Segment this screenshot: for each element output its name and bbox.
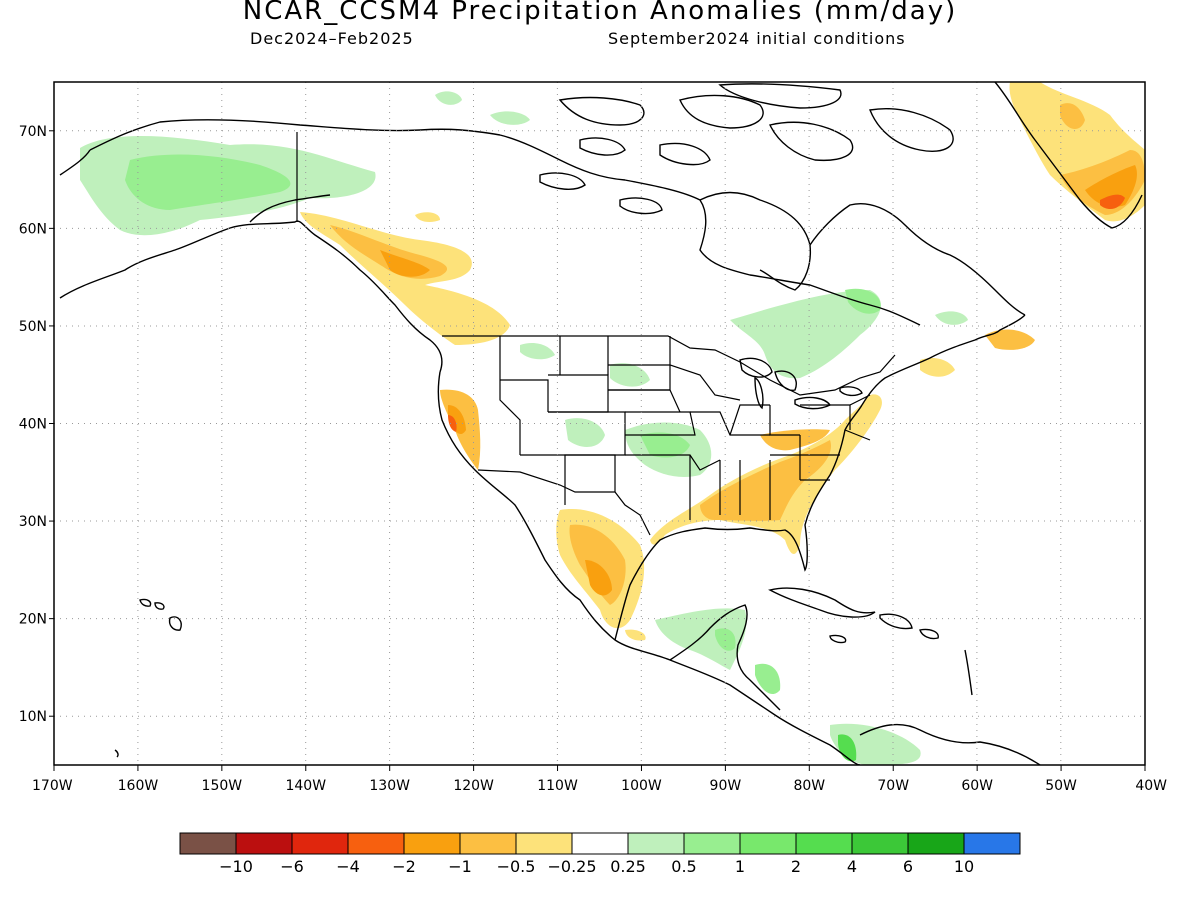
lon-tick-label: 70W bbox=[877, 778, 909, 794]
lon-tick-label: 110W bbox=[537, 778, 578, 794]
legend-swatch bbox=[515, 832, 573, 855]
legend-swatch bbox=[571, 832, 629, 855]
latitude-axis: 10N 20N 30N 40N 50N 60N 70N bbox=[19, 124, 54, 725]
lat-tick-label: 50N bbox=[19, 319, 47, 335]
legend-value-label: 1 bbox=[735, 857, 745, 876]
lon-tick-label: 80W bbox=[793, 778, 825, 794]
legend-value-label: −0.25 bbox=[547, 857, 596, 876]
legend-value-label: 6 bbox=[903, 857, 913, 876]
legend-swatch bbox=[907, 832, 965, 855]
legend-value-label: 2 bbox=[791, 857, 801, 876]
legend-color-boxes bbox=[179, 832, 1021, 855]
legend-value-label: −1 bbox=[448, 857, 472, 876]
longitude-axis: 170W 160W 150W 140W 130W 120W 110W 100W 90W 80W 70… bbox=[32, 765, 1167, 794]
legend-value-label: −10 bbox=[219, 857, 253, 876]
gulf-coastline bbox=[614, 404, 863, 641]
legend-swatch bbox=[963, 832, 1021, 855]
yucatan-coast bbox=[669, 604, 781, 711]
legend-value-label: 0.25 bbox=[610, 857, 646, 876]
legend-swatch bbox=[235, 832, 293, 855]
legend-value-label: −2 bbox=[392, 857, 416, 876]
legend-value-label: 10 bbox=[954, 857, 974, 876]
alaska-wet-core bbox=[125, 154, 291, 210]
color-legend: −10 −6 −4 −2 −1 −0.5 −0.25 0.25 0.5 1 2 4 6 10 bbox=[179, 832, 1021, 876]
legend-swatch bbox=[403, 832, 461, 855]
legend-swatch bbox=[795, 832, 853, 855]
lon-tick-label: 140W bbox=[285, 778, 326, 794]
precipitation-anomaly-map: 170W 160W 150W 140W 130W 120W 110W 100W 90W 80W 70… bbox=[19, 81, 1167, 794]
coastlines bbox=[59, 82, 1143, 765]
lon-tick-label: 50W bbox=[1045, 778, 1077, 794]
lat-tick-label: 20N bbox=[19, 612, 47, 628]
legend-value-label: 0.5 bbox=[671, 857, 696, 876]
lon-tick-label: 170W bbox=[32, 778, 73, 794]
legend-swatch bbox=[291, 832, 349, 855]
lon-tick-label: 150W bbox=[202, 778, 243, 794]
lon-tick-label: 160W bbox=[118, 778, 159, 794]
initial-conditions: September2024 initial conditions bbox=[608, 29, 906, 48]
legend-swatch bbox=[347, 832, 405, 855]
map-title: NCAR_CCSM4 Precipitation Anomalies (mm/d… bbox=[242, 0, 958, 26]
legend-value-label: −4 bbox=[336, 857, 360, 876]
greenland-coastline bbox=[994, 82, 1143, 229]
political-borders bbox=[296, 132, 896, 536]
legend-value-label: 4 bbox=[847, 857, 857, 876]
alaska-coastline bbox=[59, 220, 443, 373]
lon-tick-label: 40W bbox=[1135, 778, 1167, 794]
legend-swatch bbox=[851, 832, 909, 855]
legend-swatch bbox=[739, 832, 797, 855]
lon-tick-label: 130W bbox=[369, 778, 410, 794]
lat-tick-label: 10N bbox=[19, 709, 47, 725]
forecast-period: Dec2024–Feb2025 bbox=[250, 29, 414, 48]
lat-tick-label: 30N bbox=[19, 514, 47, 530]
lat-tick-label: 70N bbox=[19, 124, 47, 140]
us-mexico-border bbox=[477, 469, 651, 536]
lon-tick-label: 60W bbox=[961, 778, 993, 794]
legend-swatch bbox=[459, 832, 517, 855]
legend-value-label: −0.5 bbox=[497, 857, 536, 876]
lon-tick-label: 90W bbox=[710, 778, 742, 794]
legend-swatch bbox=[179, 832, 237, 855]
legend-labels: −10 −6 −4 −2 −1 −0.5 −0.25 0.25 0.5 1 2 4 6 10 bbox=[219, 857, 974, 876]
legend-value-label: −6 bbox=[280, 857, 304, 876]
hawaii bbox=[139, 598, 152, 607]
lat-tick-label: 60N bbox=[19, 221, 47, 237]
us-canada-border bbox=[442, 335, 896, 396]
south-america-coast bbox=[859, 723, 1041, 765]
legend-swatch bbox=[683, 832, 741, 855]
cuba bbox=[768, 587, 876, 618]
great-lakes bbox=[739, 357, 773, 378]
lat-tick-label: 40N bbox=[19, 417, 47, 433]
lon-tick-label: 100W bbox=[621, 778, 662, 794]
legend-swatch bbox=[627, 832, 685, 855]
lon-tick-label: 120W bbox=[453, 778, 494, 794]
